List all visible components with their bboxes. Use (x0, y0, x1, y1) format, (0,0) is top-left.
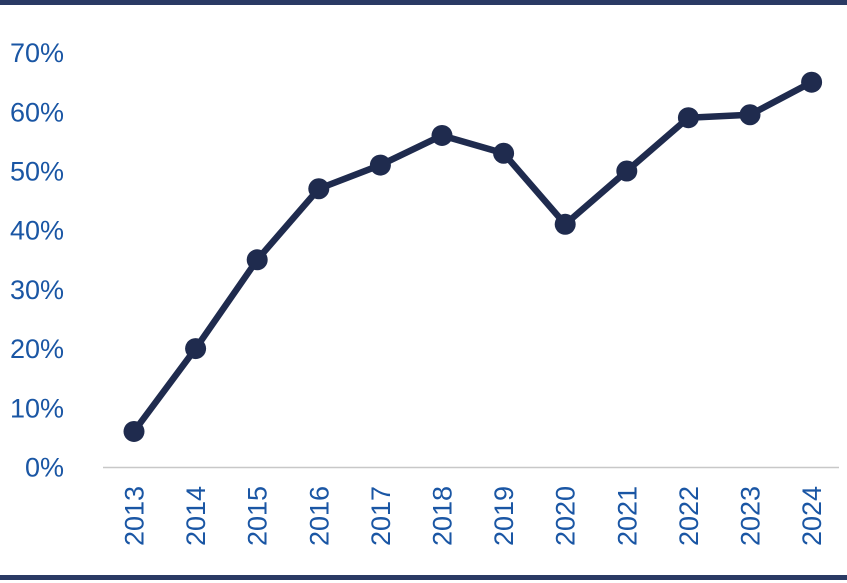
x-tick-label: 2024 (797, 486, 827, 546)
x-tick-label: 2013 (120, 486, 150, 546)
x-tick-label: 2015 (243, 486, 273, 546)
x-tick-label: 2019 (489, 486, 519, 546)
data-point-2018 (431, 124, 453, 146)
data-point-2021 (616, 160, 638, 182)
data-point-2014 (185, 338, 207, 360)
series-group (123, 71, 823, 442)
data-point-2022 (677, 107, 699, 129)
top-divider (0, 0, 847, 5)
y-tick-label: 20% (10, 334, 64, 364)
data-point-2024 (801, 71, 823, 93)
data-point-2017 (369, 154, 391, 176)
data-point-2016 (308, 178, 330, 200)
y-tick-label: 60% (10, 97, 64, 127)
y-tick-label: 10% (10, 393, 64, 423)
x-tick-label: 2018 (428, 486, 458, 546)
x-axis-ticks: 2013 2014 2015 2016 2017 2018 2019 2020 2021 2022… (120, 486, 828, 546)
y-tick-label: 70% (10, 38, 64, 68)
x-tick-label: 2023 (736, 486, 766, 546)
series-line (130, 78, 815, 435)
data-point-2023 (739, 104, 761, 126)
x-tick-label: 2016 (304, 486, 334, 546)
x-tick-label: 2017 (366, 486, 396, 546)
bottom-divider (0, 575, 847, 580)
y-axis-ticks: 0% 10% 20% 30% 40% 50% 60% 70% (10, 38, 64, 482)
y-tick-label: 30% (10, 275, 64, 305)
y-tick-label: 40% (10, 216, 64, 246)
x-tick-label: 2021 (612, 486, 642, 546)
y-tick-label: 0% (25, 452, 64, 482)
x-tick-label: 2022 (674, 486, 704, 546)
data-point-2015 (246, 249, 268, 271)
data-point-2013 (123, 420, 145, 442)
data-point-2019 (493, 142, 515, 164)
y-tick-label: 50% (10, 156, 64, 186)
x-tick-label: 2014 (181, 486, 211, 546)
data-point-2020 (554, 213, 576, 235)
x-tick-label: 2020 (551, 486, 581, 546)
